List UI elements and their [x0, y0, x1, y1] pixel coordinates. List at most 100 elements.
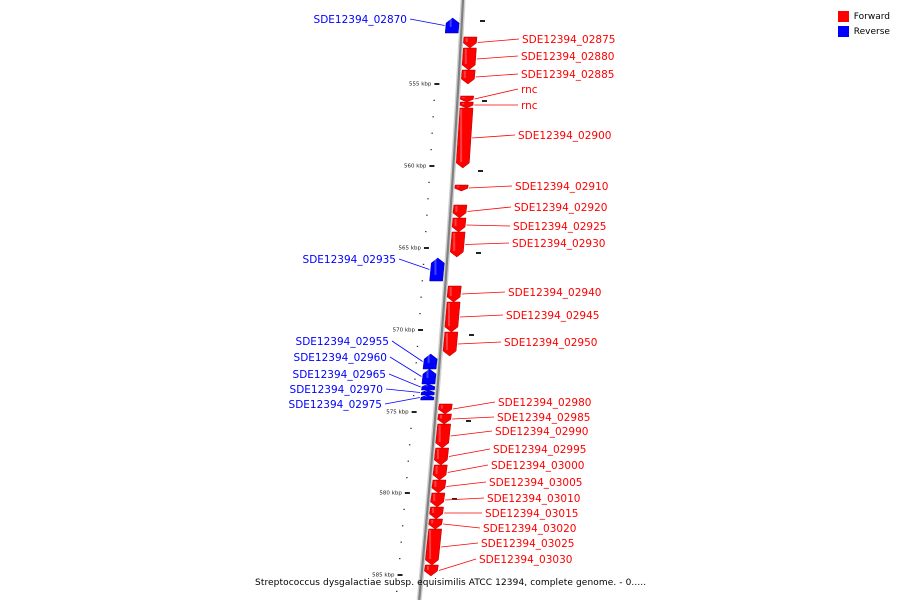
tick-major: [434, 83, 440, 85]
tick-inner: [469, 334, 474, 336]
gene-glyph-forward[interactable]: [463, 36, 478, 49]
gene-glyph-forward[interactable]: [434, 447, 449, 466]
gene-label[interactable]: SDE12394_02960: [294, 352, 387, 364]
gene-glyph-forward[interactable]: [459, 101, 474, 109]
gene-glyph-forward[interactable]: [446, 285, 462, 303]
gene-label[interactable]: SDE12394_02945: [506, 310, 599, 322]
gene-label[interactable]: rnc: [521, 100, 538, 112]
gene-label[interactable]: SDE12394_02910: [515, 181, 608, 193]
gene-label[interactable]: SDE12394_02995: [493, 444, 586, 456]
tick-minor: [419, 313, 421, 315]
gene-label[interactable]: SDE12394_02930: [512, 238, 605, 250]
tick-minor: [433, 99, 435, 101]
gene-features: [420, 17, 478, 577]
gene-glyph-forward[interactable]: [450, 231, 466, 258]
gene-label[interactable]: SDE12394_02980: [498, 397, 591, 409]
gene-glyph-forward[interactable]: [444, 301, 461, 333]
gene-glyph-forward[interactable]: [454, 184, 469, 192]
tick-label: 565 kbp: [399, 246, 422, 252]
legend-reverse-label: Reverse: [853, 26, 890, 37]
gene-glyph-forward[interactable]: [456, 107, 474, 169]
gene-label[interactable]: SDE12394_02985: [497, 412, 590, 424]
gene-glyph-forward[interactable]: [451, 217, 467, 233]
legend-item-reverse: Reverse: [837, 24, 890, 39]
gene-label[interactable]: SDE12394_02950: [504, 337, 597, 349]
gene-glyph-reverse[interactable]: [420, 394, 435, 401]
gene-glyph-forward[interactable]: [442, 331, 459, 357]
gene-glyph-shine: [433, 494, 436, 501]
reverse-swatch: [837, 26, 849, 37]
gene-label[interactable]: SDE12394_02920: [514, 202, 607, 214]
gene-label[interactable]: SDE12394_03015: [485, 508, 578, 520]
label-leader: [409, 18, 445, 26]
label-leader: [443, 523, 481, 529]
gene-label[interactable]: SDE12394_02880: [521, 51, 614, 63]
gene-glyph-forward[interactable]: [431, 479, 447, 494]
tick-minor: [401, 525, 404, 527]
label-leader: [477, 38, 520, 43]
gene-label[interactable]: SDE12394_02990: [495, 426, 588, 438]
gene-label[interactable]: SDE12394_03020: [483, 523, 576, 535]
gene-glyph-reverse[interactable]: [429, 257, 445, 282]
tick-label: 580 kbp: [379, 491, 402, 497]
gene-glyph-forward[interactable]: [425, 528, 442, 566]
gene-glyph-forward[interactable]: [438, 403, 453, 415]
genome-backbone: [416, 0, 466, 600]
gene-label[interactable]: rnc: [521, 84, 538, 96]
gene-glyph-reverse[interactable]: [421, 383, 436, 391]
label-leader: [452, 401, 496, 410]
gene-glyph-reverse[interactable]: [420, 389, 435, 396]
gene-label[interactable]: SDE12394_03010: [487, 493, 580, 505]
gene-label[interactable]: SDE12394_02925: [513, 221, 606, 233]
gene-glyph-shine: [462, 97, 465, 99]
gene-label[interactable]: SDE12394_02870: [314, 14, 407, 26]
tick-inner: [452, 498, 457, 500]
gene-glyph-reverse[interactable]: [444, 17, 460, 34]
gene-label[interactable]: SDE12394_03030: [479, 554, 572, 566]
legend-item-forward: Forward: [837, 9, 890, 24]
tick-minor: [426, 214, 428, 216]
label-leader: [445, 497, 485, 501]
gene-label[interactable]: SDE12394_02965: [293, 369, 386, 381]
tick-label: 575 kbp: [386, 410, 409, 416]
gene-glyph-forward[interactable]: [432, 464, 448, 481]
gene-glyph-forward[interactable]: [428, 518, 443, 530]
label-leader: [468, 185, 513, 189]
gene-label[interactable]: SDE12394_03000: [491, 460, 584, 472]
tick-minor: [431, 132, 433, 134]
gene-glyph-shine: [455, 206, 458, 212]
gene-glyph-shine: [425, 391, 428, 392]
gene-glyph-reverse[interactable]: [421, 368, 437, 385]
tick-minor: [427, 198, 429, 200]
gene-label[interactable]: SDE12394_02900: [518, 130, 611, 142]
gene-glyph-forward[interactable]: [452, 204, 468, 219]
gene-glyph-forward[interactable]: [429, 506, 444, 520]
gene-glyph-reverse[interactable]: [422, 353, 438, 370]
tick-inner: [482, 100, 487, 102]
gene-glyph-shine: [434, 259, 437, 275]
gene-label[interactable]: SDE12394_02940: [508, 287, 601, 299]
gene-label[interactable]: SDE12394_02975: [289, 399, 382, 411]
label-leader: [441, 542, 479, 548]
gene-glyph-forward[interactable]: [437, 413, 452, 425]
gene-glyph-shine: [426, 566, 429, 571]
gene-label[interactable]: SDE12394_02955: [296, 336, 389, 348]
gene-glyph-forward[interactable]: [461, 47, 477, 71]
gene-glyph-shine: [447, 303, 450, 326]
gene-label[interactable]: SDE12394_02885: [521, 69, 614, 81]
gene-glyph-forward[interactable]: [460, 95, 474, 103]
gene-glyph-forward[interactable]: [435, 423, 451, 449]
gene-glyph-forward[interactable]: [430, 492, 446, 508]
tick-minor: [430, 149, 432, 151]
gene-label[interactable]: SDE12394_03005: [489, 477, 582, 489]
gene-label[interactable]: SDE12394_03025: [481, 538, 574, 550]
gene-label[interactable]: SDE12394_02875: [522, 34, 615, 46]
gene-label[interactable]: SDE12394_02970: [290, 384, 383, 396]
tick-minor: [422, 263, 425, 265]
label-leader: [475, 73, 519, 78]
gene-label[interactable]: SDE12394_02935: [303, 254, 396, 266]
gene-glyph-forward[interactable]: [461, 69, 476, 85]
gene-glyph-shine: [438, 425, 441, 442]
gene-glyph-forward[interactable]: [424, 564, 439, 577]
